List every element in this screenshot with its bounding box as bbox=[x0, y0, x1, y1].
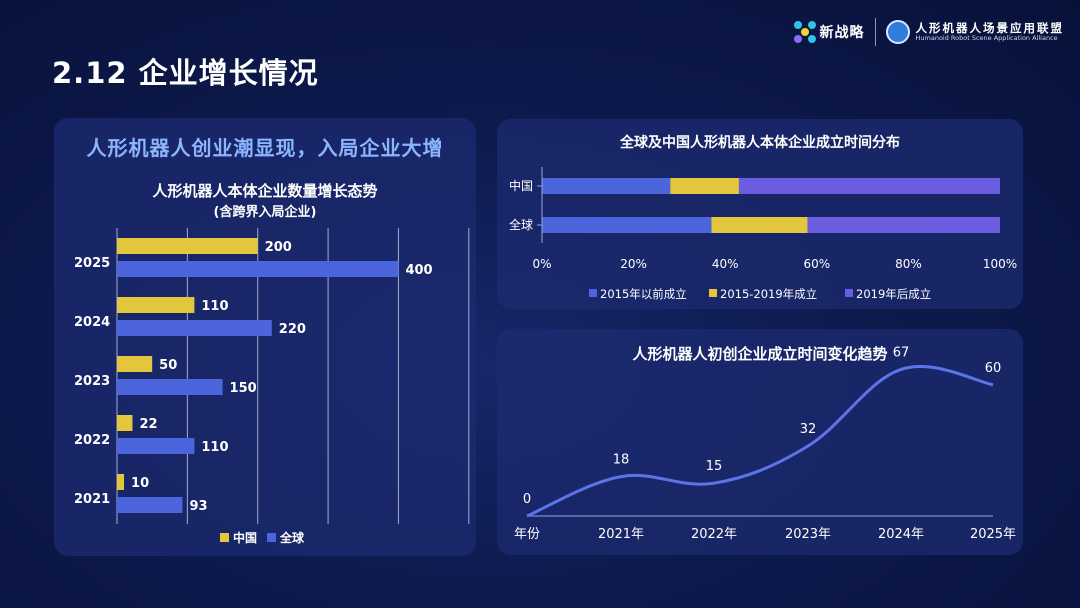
founding-distribution-panel: 全球及中国人形机器人本体企业成立时间分布 中国全球 0% 20% 40% 60% 80% 1… bbox=[497, 119, 1023, 309]
legend-label-global: 全球 bbox=[279, 530, 305, 545]
stacked-segment bbox=[542, 178, 671, 194]
legend-swatch bbox=[709, 289, 717, 297]
panel-headline: 人形机器人创业潮显现，入局企业大增 bbox=[86, 136, 444, 160]
data-label: 0 bbox=[523, 492, 531, 507]
bar-value-label: 110 bbox=[201, 299, 228, 314]
bar-global bbox=[117, 379, 223, 395]
enterprise-count-bar-chart: 2025 200 400 2024 110 220 2023 50 150 2022 22 110 20… bbox=[74, 228, 470, 545]
bar-value-label: 110 bbox=[201, 440, 228, 455]
stacked-chart-title: 全球及中国人形机器人本体企业成立时间分布 bbox=[620, 135, 900, 151]
data-label: 32 bbox=[800, 422, 817, 437]
stacked-segment bbox=[670, 178, 739, 194]
year-label: 2025 bbox=[74, 256, 110, 271]
year-label: 2022 bbox=[74, 433, 110, 448]
brand-name: 新战略 bbox=[819, 25, 865, 41]
bar-value-label: 200 bbox=[265, 240, 292, 255]
x-tick-label: 2023年 bbox=[785, 527, 831, 542]
bar-value-label: 150 bbox=[230, 381, 257, 396]
x-tick-label: 100% bbox=[983, 257, 1017, 271]
x-tick-label: 60% bbox=[803, 257, 830, 271]
data-label: 18 bbox=[613, 453, 630, 468]
legend-swatch bbox=[845, 289, 853, 297]
brand-divider bbox=[874, 18, 876, 46]
x-tick-label: 2025年 bbox=[970, 527, 1016, 542]
bar-global bbox=[117, 438, 195, 454]
year-label: 2021 bbox=[74, 492, 110, 507]
bar-value-label: 220 bbox=[279, 322, 306, 337]
bar-value-label: 10 bbox=[131, 476, 149, 491]
stacked-segment bbox=[711, 217, 808, 233]
line-chart-title: 人形机器人初创企业成立时间变化趋势 bbox=[632, 345, 888, 363]
bar-global bbox=[117, 497, 183, 513]
bar-china bbox=[117, 474, 125, 490]
stacked-segment bbox=[738, 178, 1000, 194]
alliance-name-en: Humanoid Robot Scene Application Allianc… bbox=[915, 33, 1058, 42]
category-label: 中国 bbox=[509, 178, 533, 193]
category-label: 全球 bbox=[509, 217, 533, 232]
bar-china bbox=[117, 238, 258, 254]
x-tick-label: 年份 bbox=[514, 527, 540, 542]
bar-global bbox=[117, 320, 272, 336]
bar-china bbox=[117, 415, 133, 431]
x-tick-label: 2024年 bbox=[878, 527, 924, 542]
year-label: 2024 bbox=[74, 315, 110, 330]
legend-label: 2019年后成立 bbox=[856, 287, 931, 301]
bar-chart-subtitle: (含跨界入局企业) bbox=[213, 205, 317, 220]
page-title: 2.12 企业增长情况 bbox=[52, 56, 319, 90]
alliance-logo-icon bbox=[885, 20, 910, 44]
data-label: 15 bbox=[706, 459, 723, 474]
legend-label-china: 中国 bbox=[233, 530, 257, 545]
stacked-segment bbox=[807, 217, 1000, 233]
bar-value-label: 50 bbox=[159, 358, 177, 373]
x-tick-label: 20% bbox=[620, 257, 647, 271]
x-tick-label: 2021年 bbox=[598, 527, 644, 542]
x-tick-label: 0% bbox=[532, 257, 551, 271]
bar-china bbox=[117, 356, 153, 372]
year-label: 2023 bbox=[74, 374, 110, 389]
legend-swatch-global bbox=[267, 533, 276, 542]
bar-value-label: 93 bbox=[189, 499, 207, 514]
bar-china bbox=[117, 297, 195, 313]
bar-value-label: 400 bbox=[405, 263, 432, 278]
alliance-name-cn: 人形机器人场景应用联盟 bbox=[915, 20, 1064, 35]
legend-swatch-china bbox=[220, 533, 229, 542]
data-label: 60 bbox=[985, 361, 1002, 376]
brand-logo-icon bbox=[793, 21, 816, 43]
startup-trend-panel: 人形机器人初创企业成立时间变化趋势 0 18 15 32 67 60 年份 2021年 2022… bbox=[497, 329, 1023, 555]
enterprise-count-panel: 人形机器人创业潮显现，入局企业大增 人形机器人本体企业数量增长态势 (含跨界入局… bbox=[54, 118, 476, 556]
stacked-segment bbox=[542, 217, 712, 233]
legend-label: 2015-2019年成立 bbox=[720, 287, 817, 301]
legend-swatch bbox=[589, 289, 597, 297]
bar-global bbox=[117, 261, 399, 277]
legend-label: 2015年以前成立 bbox=[600, 287, 687, 301]
startup-trend-line-chart: 0 18 15 32 67 60 年份 2021年 2022年 2023年 2024年 2025年 bbox=[514, 345, 1016, 542]
data-label: 67 bbox=[893, 345, 910, 360]
x-tick-label: 40% bbox=[712, 257, 739, 271]
trend-line bbox=[526, 365, 994, 518]
x-tick-label: 2022年 bbox=[691, 527, 737, 542]
x-tick-label: 80% bbox=[895, 257, 922, 271]
bar-value-label: 22 bbox=[139, 417, 157, 432]
bar-chart-title: 人形机器人本体企业数量增长态势 bbox=[152, 182, 378, 200]
brand-header: 新战略 人形机器人场景应用联盟 Humanoid Robot Scene App… bbox=[793, 14, 1065, 50]
